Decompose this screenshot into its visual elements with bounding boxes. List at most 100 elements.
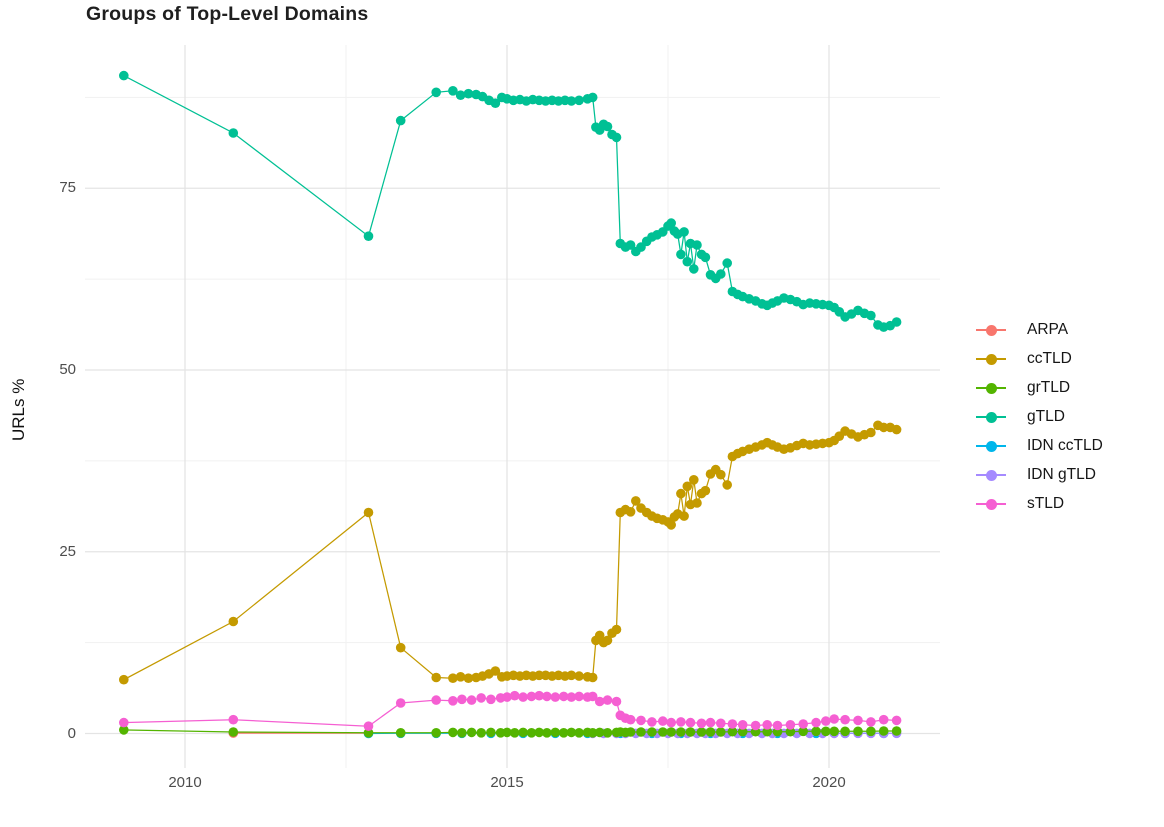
legend-key-line	[976, 324, 1006, 336]
data-point	[625, 507, 636, 517]
data-point	[457, 694, 467, 705]
data-point	[476, 693, 487, 703]
data-point	[772, 720, 783, 731]
data-point	[647, 727, 657, 737]
data-point	[431, 672, 442, 683]
data-point	[566, 692, 577, 702]
data-point	[566, 727, 577, 738]
data-point	[228, 128, 239, 138]
data-point	[878, 726, 889, 736]
data-point	[636, 715, 646, 726]
data-point	[737, 726, 748, 737]
data-point	[594, 727, 605, 738]
data-point	[587, 728, 598, 738]
data-point	[594, 630, 605, 641]
data-point	[526, 728, 537, 738]
data-point	[542, 728, 552, 738]
data-point	[611, 132, 622, 143]
data-point	[509, 728, 520, 738]
data-point	[716, 718, 726, 729]
data-point	[866, 726, 876, 737]
data-point	[455, 90, 466, 100]
data-point	[594, 696, 605, 707]
data-point	[891, 317, 902, 327]
legend-key-dot	[986, 324, 997, 336]
data-point	[692, 240, 702, 250]
data-point	[463, 673, 474, 683]
data-point	[490, 666, 501, 676]
legend-item-arpa: ARPA	[976, 320, 1103, 340]
series-grtld	[119, 725, 902, 738]
data-point	[891, 715, 902, 726]
data-point	[705, 727, 716, 737]
data-point	[395, 698, 406, 708]
data-point	[574, 728, 584, 738]
data-point	[455, 672, 466, 682]
data-point	[550, 727, 561, 738]
data-point	[228, 714, 239, 725]
data-point	[587, 691, 598, 702]
legend-item-stld: sTLD	[976, 494, 1103, 514]
data-point	[722, 480, 732, 490]
data-point	[798, 726, 808, 737]
data-point	[566, 96, 577, 106]
legend-label: IDN gTLD	[1027, 466, 1096, 483]
data-point	[682, 481, 693, 492]
data-point	[676, 717, 686, 727]
data-point	[647, 717, 657, 727]
data-point	[363, 231, 374, 241]
data-point	[363, 728, 374, 738]
data-point	[676, 249, 686, 260]
data-point	[574, 95, 584, 106]
data-point	[448, 696, 458, 706]
data-point	[463, 88, 474, 99]
y-tick-label: 75	[59, 179, 76, 197]
legend-key-dot	[986, 498, 997, 510]
data-point	[692, 498, 702, 508]
legend-item-idn-gtld: IDN gTLD	[976, 465, 1103, 485]
series-cctld	[119, 420, 902, 685]
data-point	[119, 674, 129, 685]
data-point	[574, 671, 584, 681]
data-point	[658, 727, 668, 737]
y-tick-label: 50	[59, 361, 76, 378]
data-point	[631, 496, 641, 506]
data-point	[666, 717, 676, 728]
data-point	[119, 717, 129, 728]
data-point	[785, 720, 796, 730]
data-point	[853, 726, 863, 737]
legend-key-dot	[986, 353, 997, 365]
data-point	[611, 696, 622, 707]
data-point	[679, 227, 689, 237]
data-point	[363, 507, 374, 518]
data-point	[722, 258, 732, 268]
data-point	[737, 720, 748, 730]
x-tick-label: 2015	[490, 774, 524, 791]
data-point	[666, 218, 676, 228]
legend-label: ccTLD	[1027, 350, 1072, 367]
data-point	[448, 727, 458, 738]
legend-key-line	[976, 498, 1006, 510]
data-point	[685, 727, 696, 737]
legend-key-line	[976, 382, 1006, 394]
legend-key-dot	[986, 382, 997, 394]
data-point	[502, 692, 512, 702]
legend-item-idn-cctld: IDN ccTLD	[976, 436, 1103, 456]
data-point	[679, 511, 689, 521]
legend-key-line	[976, 469, 1006, 481]
data-point	[431, 695, 442, 705]
data-point	[558, 691, 569, 702]
x-tick-label: 2010	[168, 774, 202, 791]
data-point	[119, 70, 129, 81]
data-point	[727, 726, 738, 737]
legend-label: IDN ccTLD	[1027, 437, 1103, 454]
data-point	[509, 690, 520, 701]
data-point	[502, 727, 512, 738]
data-point	[448, 86, 458, 96]
data-point	[490, 98, 501, 108]
data-point	[611, 624, 622, 635]
data-point	[853, 715, 863, 726]
series-gtld	[119, 70, 902, 332]
data-point	[228, 727, 239, 737]
